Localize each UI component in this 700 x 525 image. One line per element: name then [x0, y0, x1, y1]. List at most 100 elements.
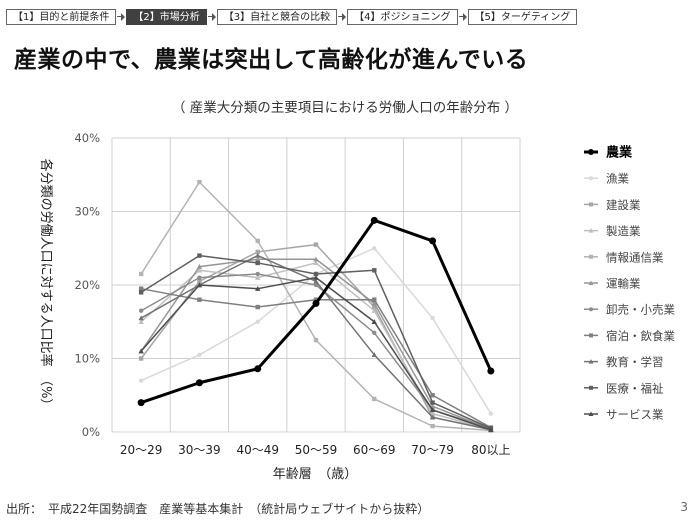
- data-point: [430, 315, 435, 321]
- data-point: [197, 279, 202, 284]
- data-point: [372, 330, 377, 335]
- data-point: [196, 263, 203, 269]
- legend-marker: [589, 307, 593, 312]
- data-point: [313, 242, 319, 247]
- x-tick-label: 50～59: [295, 443, 338, 457]
- x-tick-label: 80以上: [471, 443, 510, 457]
- y-tick-label: 20%: [74, 278, 100, 292]
- data-point: [137, 399, 145, 407]
- data-point: [196, 282, 203, 288]
- data-point: [255, 285, 261, 291]
- data-point: [255, 249, 260, 255]
- x-tick-label: 60～69: [353, 443, 396, 457]
- y-axis-label: 各分類の労働人口に対する人口比率 （%）: [38, 159, 54, 412]
- data-point: [372, 297, 377, 302]
- legend-item: サービス業: [584, 408, 664, 422]
- data-point: [372, 268, 377, 273]
- data-point: [138, 308, 144, 313]
- data-point: [197, 179, 202, 185]
- legend-label: 教育・学習: [606, 355, 664, 369]
- legend-marker: [589, 333, 593, 338]
- series-製造業: [138, 260, 494, 432]
- data-point: [313, 278, 319, 284]
- y-tick-label: 0%: [82, 425, 100, 439]
- data-point: [313, 337, 319, 343]
- legend-marker: [589, 176, 593, 181]
- x-axis-ticks: 20～29 30～39 40～49 50～59 60～69 70～79 80以上: [120, 443, 511, 457]
- chart-title: （ 産業大分類の主要項目における労働人口の年齢分布 ）: [172, 100, 518, 116]
- series-建設業: [138, 242, 494, 432]
- legend-label: 宿泊・飲食業: [606, 329, 675, 343]
- legend-marker: [588, 149, 594, 155]
- data-point: [255, 252, 261, 258]
- data-point: [370, 216, 378, 224]
- data-point: [488, 411, 494, 416]
- legend-item: 製造業: [584, 224, 641, 238]
- data-point: [372, 246, 377, 251]
- legend-item: 建設業: [584, 198, 641, 212]
- data-point: [371, 308, 377, 313]
- data-point: [313, 260, 319, 266]
- legend-item: 卸売・小売業: [584, 303, 675, 317]
- data-point: [255, 271, 260, 277]
- breadcrumb-step-1[interactable]: 【1】目的と前提条件: [6, 9, 117, 25]
- data-point: [487, 367, 495, 375]
- data-point: [371, 300, 377, 306]
- data-point: [429, 407, 436, 413]
- arrow-right-icon: [337, 9, 347, 25]
- series-lines: [137, 179, 495, 433]
- x-tick-label: 30～39: [178, 443, 221, 457]
- arrow-right-icon: [207, 9, 217, 25]
- data-point: [372, 304, 377, 310]
- legend-item: 教育・学習: [584, 355, 664, 369]
- legend-label: 漁業: [606, 172, 629, 186]
- breadcrumb: 【1】目的と前提条件 【2】市場分析 【3】自社と競合の比較 【4】ポジショニン…: [6, 8, 578, 26]
- data-point: [371, 319, 377, 324]
- data-point: [313, 256, 319, 262]
- breadcrumb-step-2[interactable]: 【2】市場分析: [126, 9, 207, 25]
- data-point: [313, 274, 319, 280]
- x-tick-label: 70～79: [411, 443, 454, 457]
- data-point: [488, 427, 494, 432]
- legend: 農業漁業建設業製造業情報通信業運輸業卸売・小売業宿泊・飲食業教育・学習医療・福祉…: [584, 145, 675, 422]
- data-point: [255, 274, 261, 280]
- series-サービス業: [138, 274, 494, 432]
- data-point: [429, 237, 437, 245]
- series-漁業: [138, 246, 494, 416]
- data-point: [255, 238, 260, 244]
- footer-source: 出所： 平成22年国勢調査 産業等基本集計 （統計局ウェブサイトから抜粋）: [6, 502, 430, 516]
- y-tick-label: 30%: [74, 205, 100, 219]
- data-point: [138, 378, 144, 383]
- data-point: [138, 271, 144, 277]
- x-tick-label: 20～29: [120, 443, 163, 457]
- data-point: [138, 348, 144, 354]
- data-point: [197, 253, 202, 258]
- legend-item: 漁業: [584, 172, 629, 186]
- y-tick-label: 10%: [74, 352, 100, 366]
- page-number: 3: [680, 500, 688, 514]
- gridlines: [111, 137, 521, 433]
- legend-label: 医療・福祉: [606, 381, 664, 395]
- data-point: [138, 356, 144, 361]
- series-line: [140, 218, 493, 405]
- data-point: [429, 410, 436, 416]
- data-point: [195, 379, 203, 387]
- data-point: [255, 304, 260, 310]
- arrow-right-icon: [458, 9, 468, 25]
- breadcrumb-step-4[interactable]: 【4】ポジショニング: [347, 9, 458, 25]
- legend-label: 卸売・小売業: [606, 303, 675, 317]
- data-point: [312, 299, 320, 307]
- x-tick-label: 40～49: [236, 443, 279, 457]
- legend-item: 医療・福祉: [584, 381, 664, 395]
- breadcrumb-step-5[interactable]: 【5】ターゲティング: [467, 9, 578, 25]
- data-point: [138, 315, 144, 321]
- breadcrumb-step-3[interactable]: 【3】自社と競合の比較: [216, 9, 338, 25]
- data-point: [313, 297, 319, 302]
- data-point: [430, 423, 435, 429]
- data-point: [197, 275, 202, 280]
- data-point: [197, 297, 202, 302]
- legend-item: 農業: [584, 145, 633, 161]
- data-point: [255, 256, 261, 262]
- y-axis-ticks: 0% 10% 20% 30% 40%: [74, 131, 100, 439]
- legend-marker: [588, 411, 594, 416]
